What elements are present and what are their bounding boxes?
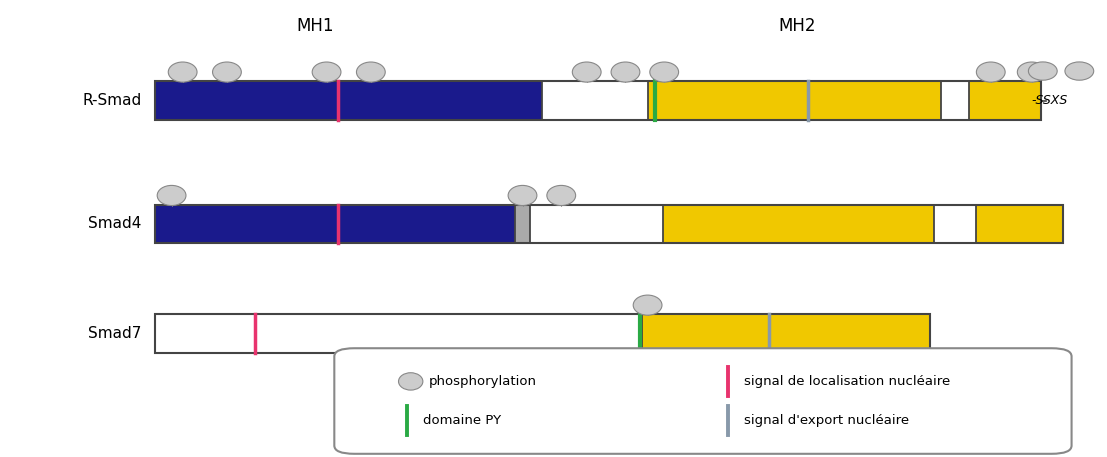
Text: R-Smad: R-Smad [82,93,142,108]
Ellipse shape [213,62,241,82]
Text: domaine PY: domaine PY [423,414,501,427]
Bar [515,205,530,243]
Bar [155,81,542,120]
Bar [155,205,1063,243]
Ellipse shape [650,62,679,82]
Bar [969,81,1041,120]
Bar [648,81,941,120]
Bar [663,205,934,243]
Text: Smad7: Smad7 [89,326,142,341]
Bar [155,81,1041,120]
Bar [976,205,1063,243]
Ellipse shape [1017,62,1046,82]
Bar [155,205,1063,243]
FancyBboxPatch shape [334,348,1072,454]
Ellipse shape [572,62,601,82]
Ellipse shape [976,62,1005,82]
Bar [530,205,663,243]
Ellipse shape [508,186,537,206]
Text: Smad4: Smad4 [89,217,142,231]
Text: -SSXS: -SSXS [1032,94,1068,107]
Ellipse shape [157,186,186,206]
Ellipse shape [633,295,662,315]
Text: MH2: MH2 [778,17,816,36]
Text: signal d'export nucléaire: signal d'export nucléaire [744,414,909,427]
Bar [155,314,930,353]
Bar [941,81,969,120]
Text: phosphorylation: phosphorylation [428,375,537,388]
Bar [155,205,515,243]
Ellipse shape [547,186,576,206]
Ellipse shape [611,62,640,82]
Ellipse shape [312,62,341,82]
Ellipse shape [168,62,197,82]
Ellipse shape [399,373,423,390]
Text: MH1: MH1 [297,17,334,36]
Bar [155,81,1041,120]
Bar [934,205,976,243]
Ellipse shape [356,62,385,82]
Ellipse shape [1028,62,1057,80]
Bar [155,314,642,353]
Text: signal de localisation nucléaire: signal de localisation nucléaire [744,375,950,388]
Ellipse shape [1065,62,1094,80]
Bar [155,314,930,353]
Bar [542,81,648,120]
Bar [642,314,930,353]
